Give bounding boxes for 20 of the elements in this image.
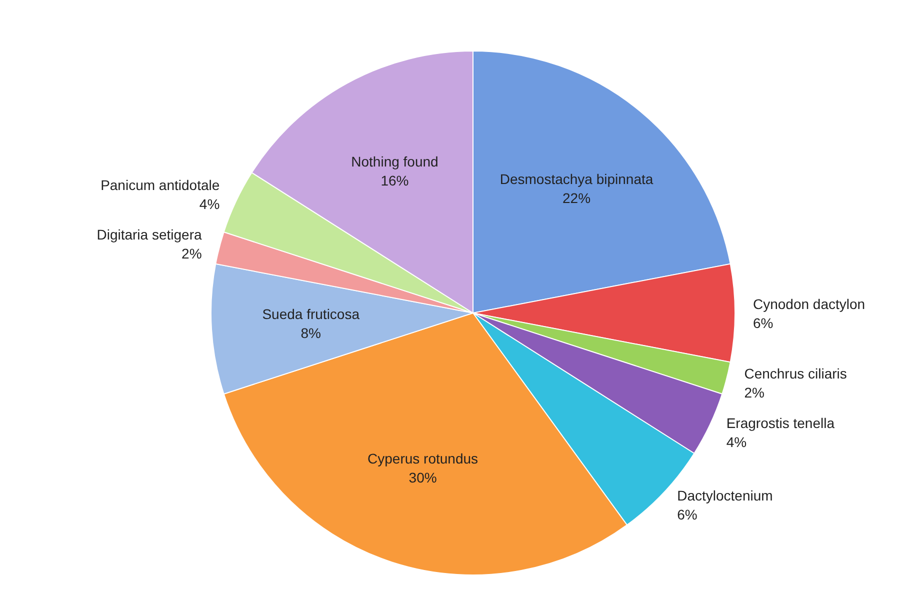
data-label: 4% [726, 434, 747, 450]
data-label: 6% [677, 506, 698, 523]
data-label: 6% [753, 315, 774, 331]
slice-label: Eragrostis tenella [726, 415, 835, 432]
data-label: 30% [408, 469, 437, 486]
slice-label: Dactyloctenium [677, 488, 773, 504]
slice-label: Sueda fruticosa [262, 306, 360, 322]
slice-label: Cenchrus ciliaris [744, 366, 847, 382]
slice-label: Panicum antidotale [100, 176, 220, 193]
data-label: 8% [300, 325, 321, 342]
slice-label: Desmostachya bipinnata [500, 170, 654, 187]
data-label: 4% [199, 196, 220, 212]
data-label: 16% [380, 172, 409, 189]
slice-label: Cynodon dactylon [753, 296, 866, 312]
data-label: 2% [744, 384, 764, 401]
data-label: 22% [562, 190, 591, 206]
data-label: 2% [182, 245, 202, 262]
slice-label: Digitaria setigera [96, 226, 202, 242]
slice-label: Nothing found [351, 154, 438, 170]
slice-label: Cyperus rotundus [368, 450, 478, 466]
